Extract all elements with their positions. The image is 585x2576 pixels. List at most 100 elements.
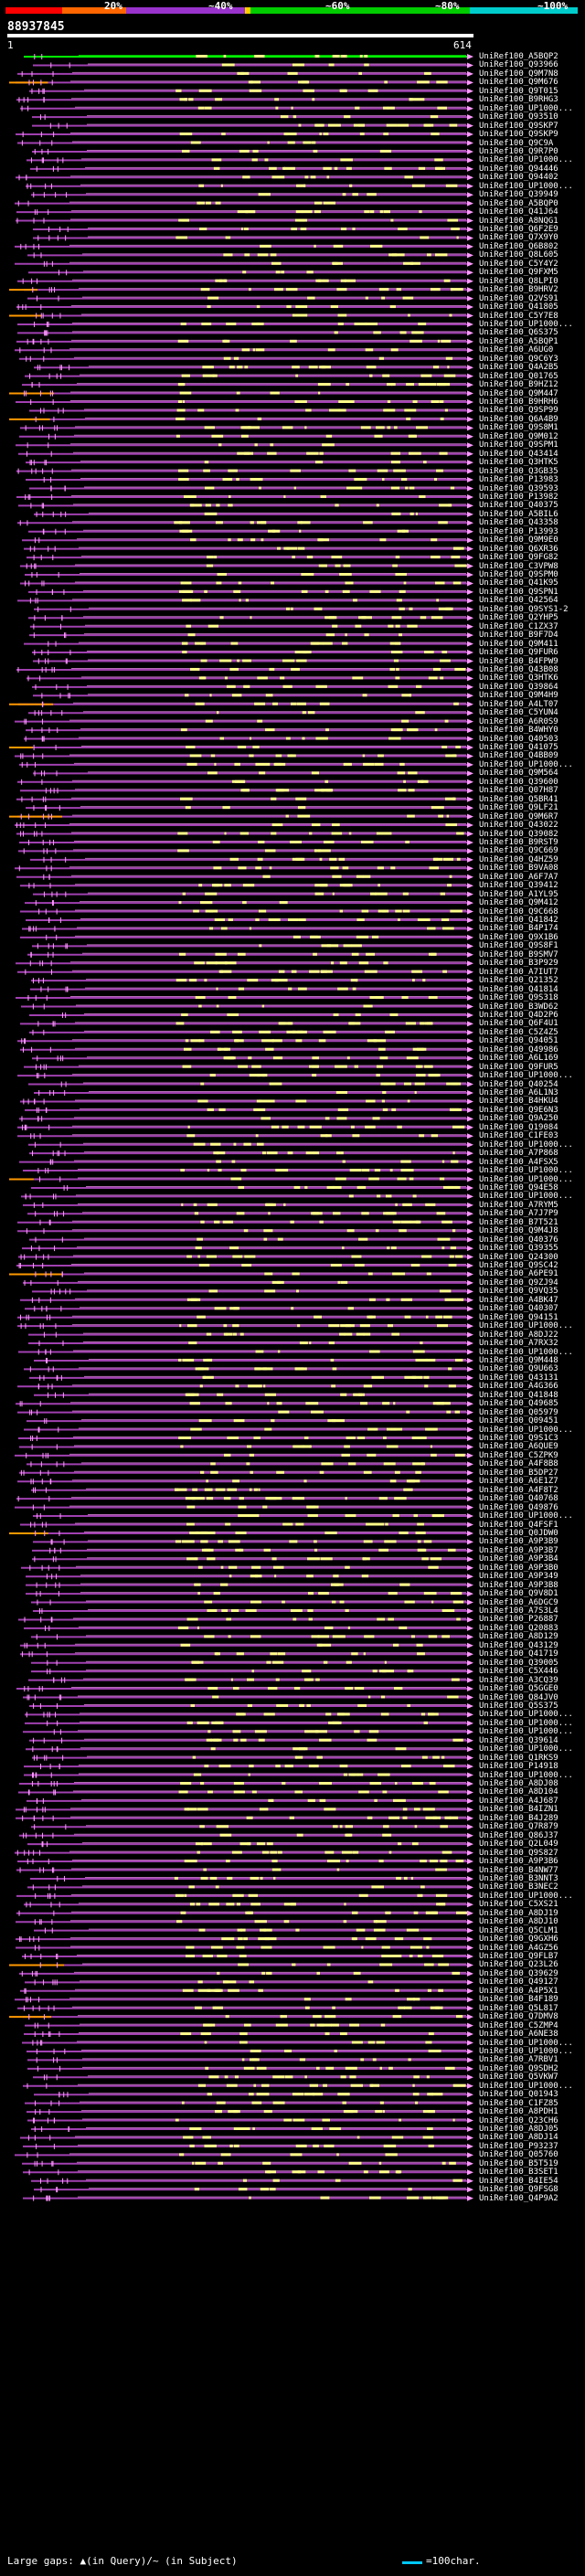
hit-row[interactable] — [20, 1046, 473, 1053]
hit-row[interactable] — [33, 1513, 473, 1520]
hit-label[interactable]: UniRef100_Q3HTK5 — [479, 458, 558, 468]
hit-row[interactable] — [16, 995, 473, 1002]
hit-row[interactable] — [18, 1617, 473, 1623]
hit-label[interactable]: UniRef100_Q4P9A2 — [479, 2193, 558, 2203]
hit-row[interactable] — [31, 1487, 473, 1493]
hit-label[interactable]: UniRef100_Q41J64 — [479, 207, 558, 217]
hit-label[interactable]: UniRef100_Q9FLB7 — [479, 1952, 558, 1961]
hit-label[interactable]: UniRef100_A8DJ22 — [479, 1330, 558, 1340]
hit-row[interactable] — [34, 2092, 473, 2098]
hit-row[interactable] — [25, 1712, 473, 1718]
hit-row[interactable] — [33, 770, 473, 777]
hit-row[interactable] — [31, 1634, 473, 1640]
hit-label[interactable]: UniRef100_P13982 — [479, 492, 558, 502]
hit-label[interactable]: UniRef100_A6L169 — [479, 1054, 558, 1064]
hit-label[interactable]: UniRef100_Q39412 — [479, 881, 558, 891]
hit-label[interactable]: UniRef100_Q6F4U1 — [479, 1019, 558, 1029]
hit-label[interactable]: UniRef100_Q43022 — [479, 821, 558, 831]
hit-label[interactable]: UniRef100_Q9M448 — [479, 1355, 558, 1365]
hit-label[interactable]: UniRef100_Q9SPM1 — [479, 440, 558, 451]
hit-row[interactable] — [28, 270, 473, 276]
hit-label[interactable]: UniRef100_A7P868 — [479, 1149, 558, 1159]
hit-row[interactable] — [16, 1807, 473, 1813]
hit-label[interactable]: UniRef100_Q9SP99 — [479, 406, 558, 416]
hit-label[interactable]: UniRef100_UP1000... — [479, 1347, 573, 1357]
hit-row[interactable] — [24, 1772, 473, 1778]
hit-row[interactable] — [30, 856, 473, 863]
hit-label[interactable]: UniRef100_Q9SDH2 — [479, 2063, 558, 2073]
hit-row[interactable] — [30, 165, 473, 172]
hit-row[interactable] — [22, 926, 473, 932]
hit-row[interactable] — [33, 658, 473, 664]
hit-row[interactable] — [16, 1936, 473, 1943]
hit-label[interactable]: UniRef100_Q9S8F1 — [479, 941, 558, 951]
hit-label[interactable]: UniRef100_A6L1N3 — [479, 1088, 558, 1097]
hit-row[interactable] — [29, 88, 473, 94]
hit-row[interactable] — [23, 2143, 473, 2149]
hit-label[interactable]: UniRef100_Q9M012 — [479, 431, 558, 441]
hit-label[interactable]: UniRef100_Q93966 — [479, 60, 558, 70]
hit-row[interactable] — [18, 1789, 473, 1796]
hit-label[interactable]: UniRef100_Q9C6Y3 — [479, 354, 558, 364]
hit-row[interactable] — [9, 1176, 473, 1182]
hit-row[interactable] — [16, 1686, 473, 1692]
hit-label[interactable]: UniRef100_Q9M7N8 — [479, 69, 558, 79]
hit-row[interactable] — [24, 54, 473, 59]
hit-label[interactable]: UniRef100_Q40375 — [479, 501, 558, 511]
hit-label[interactable]: UniRef100_B9RST9 — [479, 837, 558, 847]
hit-row[interactable] — [16, 132, 473, 138]
hit-label[interactable]: UniRef100_Q41814 — [479, 984, 558, 994]
hit-label[interactable]: UniRef100_UP1000... — [479, 1710, 573, 1720]
hit-label[interactable]: UniRef100_Q9A250 — [479, 1114, 558, 1124]
hit-label[interactable]: UniRef100_A9P349 — [479, 1572, 558, 1582]
hit-label[interactable]: UniRef100_Q24300 — [479, 1252, 558, 1262]
hit-label[interactable]: UniRef100_B4NW77 — [479, 1865, 558, 1875]
hit-label[interactable]: UniRef100_A9P3B7 — [479, 1545, 558, 1555]
hit-row[interactable] — [24, 1366, 473, 1373]
hit-label[interactable]: UniRef100_UP1000... — [479, 1744, 573, 1754]
hit-row[interactable] — [31, 2178, 473, 2184]
hit-row[interactable] — [29, 632, 473, 639]
hit-label[interactable]: UniRef100_Q9M6R7 — [479, 811, 558, 822]
hit-label[interactable]: UniRef100_P13983 — [479, 475, 558, 485]
hit-row[interactable] — [27, 252, 473, 259]
hit-label[interactable]: UniRef100_Q9ZJ94 — [479, 1277, 558, 1288]
hit-label[interactable]: UniRef100_Q9SPM0 — [479, 570, 558, 579]
hit-row[interactable] — [16, 1945, 473, 1951]
hit-label[interactable]: UniRef100_Q39005 — [479, 1658, 558, 1668]
hit-row[interactable] — [24, 736, 473, 742]
hit-label[interactable]: UniRef100_Q94051 — [479, 1036, 558, 1046]
hit-row[interactable] — [23, 2083, 473, 2089]
hit-row[interactable] — [32, 1288, 473, 1295]
hit-row[interactable] — [33, 1539, 473, 1545]
hit-row[interactable] — [21, 1003, 473, 1010]
hit-row[interactable] — [17, 1383, 473, 1390]
hit-row[interactable] — [9, 2014, 473, 2020]
hit-label[interactable]: UniRef100_A4BK47 — [479, 1295, 558, 1305]
hit-row[interactable] — [32, 1754, 473, 1761]
hit-row[interactable] — [34, 1090, 473, 1096]
hit-label[interactable]: UniRef100_Q9S827 — [479, 1848, 558, 1858]
hit-label[interactable]: UniRef100_P26887 — [479, 1615, 558, 1625]
hit-row[interactable] — [17, 1133, 473, 1140]
hit-row[interactable] — [31, 1659, 473, 1666]
hit-row[interactable] — [25, 1306, 473, 1312]
hit-label[interactable]: UniRef100_Q40376 — [479, 1235, 558, 1245]
hit-label[interactable]: UniRef100_C5Y4Y2 — [479, 259, 558, 269]
hit-label[interactable]: UniRef100_Q94151 — [479, 1312, 558, 1322]
hit-label[interactable]: UniRef100_UP1000... — [479, 1166, 573, 1176]
hit-label[interactable]: UniRef100_UP1000... — [479, 103, 573, 113]
hit-label[interactable]: UniRef100_A3CQ39 — [479, 1675, 558, 1685]
hit-row[interactable] — [33, 227, 473, 232]
hit-row[interactable] — [27, 1884, 473, 1891]
hit-row[interactable] — [19, 761, 473, 768]
hit-row[interactable] — [20, 563, 473, 569]
hit-label[interactable]: UniRef100_Q9SC42 — [479, 1261, 558, 1270]
hit-row[interactable] — [26, 805, 473, 811]
hit-row[interactable] — [16, 493, 473, 500]
hit-label[interactable]: UniRef100_B7T521 — [479, 1217, 558, 1227]
hit-label[interactable]: UniRef100_B9HZ12 — [479, 380, 558, 390]
hit-label[interactable]: UniRef100_B4F189 — [479, 1995, 558, 2005]
hit-label[interactable]: UniRef100_Q5GGE0 — [479, 1684, 558, 1694]
hit-label[interactable]: UniRef100_B4J289 — [479, 1813, 558, 1823]
